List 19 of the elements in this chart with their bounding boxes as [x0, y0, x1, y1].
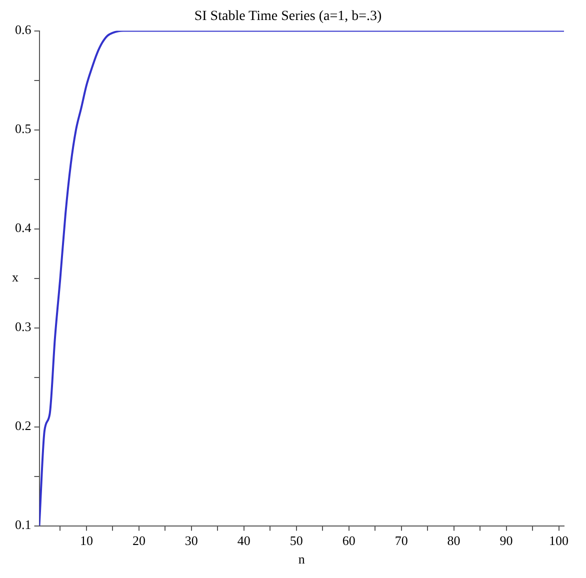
y-tick-label: 0.4: [15, 220, 32, 236]
x-tick-label: 80: [447, 533, 460, 548]
x-tick-label: 10: [80, 533, 93, 548]
x-tick-label: 50: [290, 533, 303, 548]
y-tick-label: 0.3: [15, 319, 32, 334]
y-tick-label: 0.5: [15, 121, 32, 136]
y-tick-label: 0.2: [15, 418, 32, 434]
x-tick-label: 70: [394, 533, 408, 548]
y-tick-label: 0.6: [15, 22, 32, 38]
x-tick-label: 60: [342, 533, 356, 548]
x-tick-label: 30: [184, 533, 198, 548]
y-tick-label: 0.1: [15, 517, 32, 532]
chart-title: SI Stable Time Series (a=1, b=.3): [194, 9, 382, 24]
x-tick-label: 100: [549, 533, 569, 548]
x-tick-label: 40: [237, 533, 250, 548]
x-tick-label: 20: [132, 533, 146, 548]
x-tick-label: 90: [500, 533, 513, 548]
y-axis-title: x: [12, 270, 19, 285]
x-axis-title: n: [298, 552, 306, 567]
